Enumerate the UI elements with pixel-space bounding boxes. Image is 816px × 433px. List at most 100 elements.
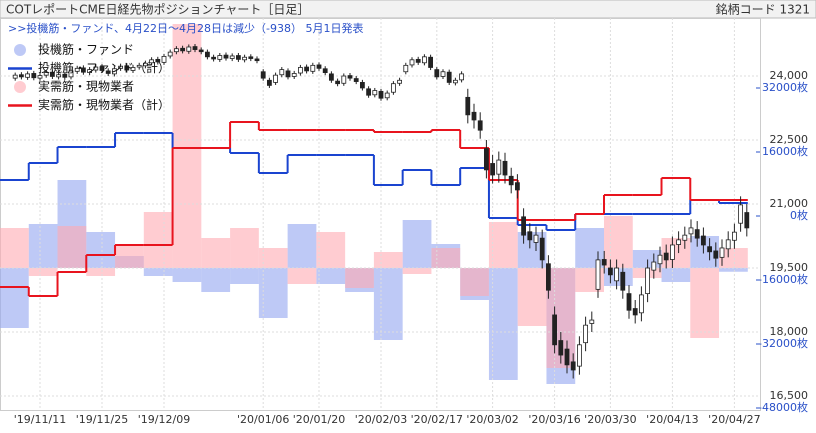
candle-body xyxy=(490,163,496,176)
candle-body xyxy=(676,239,681,245)
position-bar xyxy=(517,268,547,326)
candle-body xyxy=(304,66,310,72)
candle-body xyxy=(297,67,303,74)
candle-body xyxy=(192,46,198,50)
candle-body xyxy=(112,68,117,75)
x-tick-label: '19/11/11 xyxy=(14,413,66,426)
candle-body xyxy=(68,70,74,78)
candle-body xyxy=(279,69,285,76)
candle-body xyxy=(43,72,49,76)
position-bar xyxy=(345,268,374,288)
candle-body xyxy=(81,67,86,73)
position-bar xyxy=(719,268,748,272)
candle-body xyxy=(118,65,123,69)
candle-body xyxy=(322,68,328,74)
lines-layer xyxy=(0,121,748,297)
position-bar xyxy=(287,268,317,284)
position-bar xyxy=(172,268,202,282)
candle-body xyxy=(353,78,359,82)
candle-body xyxy=(403,64,409,73)
x-tick-label: '19/11/25 xyxy=(76,413,128,426)
position-bar xyxy=(258,268,288,318)
candle-body xyxy=(93,66,99,71)
candle-body xyxy=(620,271,626,291)
candle-body xyxy=(564,348,570,366)
position-bar xyxy=(661,268,691,282)
candle-body xyxy=(56,74,61,78)
candle-body xyxy=(223,54,229,59)
candle-body xyxy=(577,344,582,367)
x-tick-label: '20/01/06 xyxy=(237,413,289,426)
candle-body xyxy=(465,96,471,116)
position-bar xyxy=(230,268,259,284)
position-bar xyxy=(603,216,633,268)
candle-body xyxy=(614,267,619,282)
x-tick-label: '20/02/17 xyxy=(411,413,463,426)
candle-body xyxy=(105,70,111,74)
candle-body xyxy=(546,263,551,291)
candle-body xyxy=(372,90,378,96)
position-bar xyxy=(143,212,173,268)
candle-body xyxy=(539,237,545,261)
text-layer: >>投機筋・ファンド、4月22日～4月28日は減少（-938） 5月1日発表 1… xyxy=(8,21,808,426)
candle-body xyxy=(378,90,384,99)
y2-tick-label: -32000枚 xyxy=(758,336,808,350)
candle-body xyxy=(428,56,434,68)
candle-body xyxy=(229,55,235,59)
candle-body xyxy=(558,340,564,356)
candle-body xyxy=(155,58,161,63)
candle-body xyxy=(235,55,241,60)
position-bar xyxy=(230,228,259,268)
position-bar xyxy=(28,224,58,268)
candle-body xyxy=(397,79,403,84)
x-tick-label: '20/03/16 xyxy=(528,413,580,426)
candle-body xyxy=(366,88,372,96)
candle-body xyxy=(130,67,136,71)
position-bar xyxy=(86,268,116,276)
candle-body xyxy=(173,48,179,53)
position-bar xyxy=(488,268,518,380)
candle-body xyxy=(266,79,272,86)
y-tick-label: 19,500 xyxy=(770,261,809,274)
candle-body xyxy=(12,74,18,79)
candle-body xyxy=(328,73,334,81)
position-bar xyxy=(402,220,432,268)
legend-label: 実需筋・現物業者（計） xyxy=(38,97,170,112)
candle-body xyxy=(595,259,601,290)
legend-label: 投機筋・ファンド（計） xyxy=(38,60,170,75)
candle-body xyxy=(359,82,365,89)
candle-body xyxy=(74,67,80,72)
position-bar xyxy=(719,248,748,268)
candle-body xyxy=(217,55,223,60)
candle-body xyxy=(142,62,148,67)
candle-body xyxy=(502,160,508,176)
x-tick-label: '20/04/27 xyxy=(708,413,760,426)
position-bar xyxy=(201,238,231,268)
candle-body xyxy=(273,74,279,83)
candle-body xyxy=(694,229,700,239)
candle-body xyxy=(483,148,489,171)
candle-body xyxy=(651,261,657,271)
position-bar xyxy=(0,268,29,328)
y-tick-label: 24,000 xyxy=(770,69,809,82)
candle-body xyxy=(738,204,743,224)
x-tick-label: '20/03/30 xyxy=(584,413,636,426)
candle-body xyxy=(459,73,465,81)
candle-body xyxy=(285,70,291,78)
position-bar xyxy=(28,268,58,276)
position-bar xyxy=(373,268,403,340)
chart-title: COTレポートCME日経先物ポジションチャート［日足］ xyxy=(6,3,309,17)
x-tick-label: '19/12/09 xyxy=(138,413,190,426)
candle-body xyxy=(18,74,24,78)
candle-body xyxy=(421,56,427,64)
x-tick-label: '20/04/13 xyxy=(646,413,698,426)
candle-body xyxy=(198,49,204,53)
candle-body xyxy=(732,231,737,241)
position-bar xyxy=(460,268,489,296)
candle-body xyxy=(744,212,750,229)
candle-body xyxy=(149,59,155,64)
candle-body xyxy=(99,66,105,71)
candle-body xyxy=(533,234,539,243)
candle-body xyxy=(254,58,260,62)
candle-body xyxy=(471,111,477,121)
